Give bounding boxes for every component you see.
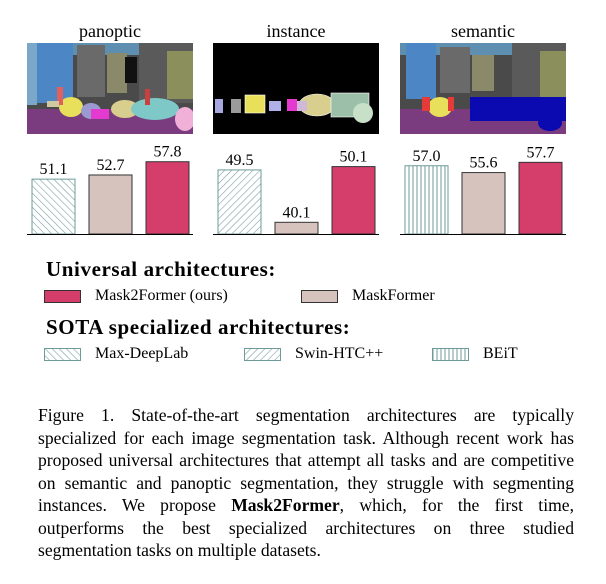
bar-charts: 51.1 52.7 57.8 49.5 40.1 50.1 57.0 55.6 57.7: [27, 144, 566, 235]
caption-text-part1: Figure 1. State-of-the-art segmentation …: [38, 405, 574, 515]
legend-label-mask2former: Mask2Former (ours): [95, 287, 228, 304]
legend-label-maskformer: MaskFormer: [352, 287, 435, 304]
bar-panoptic-max-deeplab: [31, 178, 76, 235]
chart-panoptic: 51.1 52.7 57.8: [27, 144, 193, 235]
bar-label-semantic-2: 57.7: [527, 144, 555, 161]
legend-label-beit: BEiT: [483, 345, 518, 362]
bar-semantic-maskformer: [461, 172, 506, 235]
bar-label-panoptic-0: 51.1: [40, 161, 68, 178]
semantic-segmentation-image: [400, 43, 566, 134]
bar-semantic-mask2former-ours: [518, 161, 563, 235]
bar-label-instance-0: 49.5: [226, 152, 254, 169]
bar-semantic-beit: [404, 165, 449, 235]
chart-semantic: 57.0 55.6 57.7: [400, 144, 566, 235]
panel-title-instance: instance: [266, 21, 326, 41]
bar-panoptic-mask2former-ours: [145, 161, 190, 235]
bar-panoptic-maskformer: [88, 174, 133, 235]
legend-item-beit: BEiT: [432, 344, 518, 364]
chart-instance: 49.5 40.1 50.1: [213, 149, 379, 235]
universal-legend-title: Universal architectures:: [46, 257, 276, 281]
bar-label-semantic-0: 57.0: [413, 148, 441, 165]
bar-label-panoptic-2: 57.8: [154, 144, 182, 161]
legend-item-swin-htc: Swin-HTC++: [244, 344, 383, 364]
legend-swatch-mask2former: [44, 289, 81, 303]
bar-instance-maskformer: [274, 221, 319, 235]
bar-instance-swin-htc: [217, 169, 262, 235]
bar-label-instance-2: 50.1: [340, 149, 368, 166]
legend-swatch-maskformer: [301, 289, 338, 303]
bar-label-instance-1: 40.1: [283, 204, 311, 221]
legend-swatch-swin-htc: [244, 347, 281, 361]
caption-text-part2: , which, for the first time, outperforms…: [38, 495, 574, 560]
instance-segmentation-image: [213, 43, 379, 134]
bar-label-panoptic-1: 52.7: [97, 157, 125, 174]
bar-label-semantic-1: 55.6: [470, 155, 498, 172]
bar-instance-mask2former-ours: [331, 166, 376, 235]
caption-bold-model-name: Mask2Former: [231, 495, 340, 515]
panel-title-semantic: semantic: [451, 21, 515, 41]
legend-item-max-deeplab: Max-DeepLab: [44, 344, 188, 364]
legend-swatch-beit: [432, 347, 469, 361]
legend-item-mask2former: Mask2Former (ours): [44, 286, 228, 306]
legend-label-max-deeplab: Max-DeepLab: [95, 345, 189, 362]
panel-title-panoptic: panoptic: [79, 21, 141, 41]
figure-caption: Figure 1. State-of-the-art segmentation …: [38, 404, 574, 562]
legend-item-maskformer: MaskFormer: [301, 286, 435, 306]
panoptic-segmentation-image: [27, 43, 193, 134]
sota-legend-title: SOTA specialized architectures:: [46, 315, 351, 339]
legend-label-swin-htc: Swin-HTC++: [295, 345, 384, 362]
legend-swatch-max-deeplab: [44, 347, 81, 361]
